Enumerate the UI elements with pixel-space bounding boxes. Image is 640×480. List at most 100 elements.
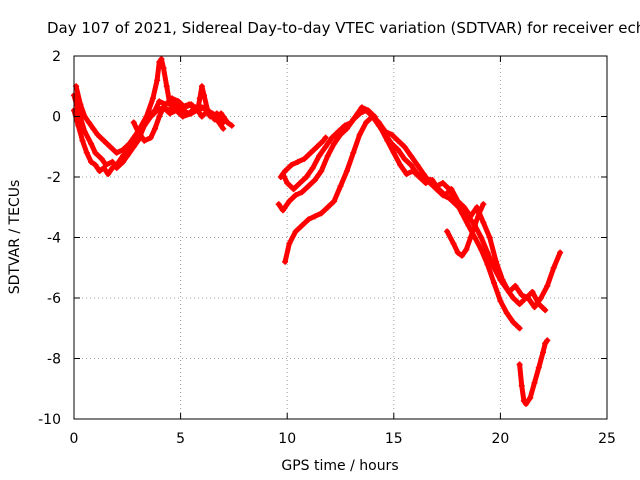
data-point: [542, 340, 549, 347]
data-point: [277, 174, 284, 180]
data-point: [356, 131, 363, 138]
data-point: [459, 207, 466, 214]
data-point: [363, 107, 370, 114]
data-point: [220, 125, 227, 132]
data-point: [414, 161, 421, 168]
data-point: [420, 170, 427, 177]
data-point: [401, 155, 408, 162]
data-point: [375, 119, 382, 126]
data-point: [141, 137, 148, 144]
x-tick-label: 15: [385, 431, 403, 447]
data-point: [113, 149, 120, 156]
data-point: [316, 152, 323, 159]
data-point: [163, 83, 170, 90]
y-tick-label: -4: [47, 231, 61, 247]
data-point: [356, 110, 363, 117]
data-point: [331, 198, 338, 205]
data-point: [522, 400, 529, 407]
data-point: [350, 116, 357, 123]
data-point: [491, 279, 498, 286]
data-point: [369, 113, 376, 120]
y-tick-label: -10: [38, 412, 61, 428]
data-point: [497, 298, 504, 305]
data-point: [557, 249, 564, 256]
data-point: [471, 222, 478, 229]
data-point: [303, 174, 310, 180]
data-point: [459, 252, 466, 259]
data-point: [109, 158, 116, 165]
data-point: [126, 146, 133, 153]
data-point: [439, 192, 446, 199]
data-point: [292, 228, 299, 235]
data-point: [397, 161, 404, 168]
data-point: [120, 152, 127, 159]
data-point: [149, 95, 156, 102]
data-point: [311, 213, 318, 220]
data-point: [395, 146, 402, 153]
data-point: [290, 186, 297, 193]
data-point: [343, 167, 350, 174]
data-point: [166, 110, 173, 117]
data-point: [156, 113, 163, 120]
x-tick-label: 5: [176, 431, 185, 447]
data-point: [81, 128, 88, 135]
data-point: [307, 149, 314, 156]
data-point: [292, 192, 299, 199]
data-point: [284, 180, 291, 187]
y-tick-label: -8: [47, 352, 61, 368]
data-point: [196, 95, 203, 102]
data-point: [484, 261, 491, 268]
data-point: [537, 295, 544, 301]
data-point: [550, 264, 557, 271]
data-point: [486, 234, 493, 241]
data-point: [130, 119, 137, 126]
data-point: [160, 104, 167, 111]
series-track-h: [277, 134, 329, 180]
data-point: [294, 158, 301, 165]
data-point: [309, 164, 316, 171]
data-point: [94, 131, 101, 138]
data-point: [75, 122, 82, 129]
data-point: [529, 288, 536, 295]
data-point: [88, 140, 95, 147]
series-track-g: [282, 113, 549, 314]
data-point: [186, 101, 193, 108]
data-point: [77, 101, 84, 108]
data-point: [518, 291, 525, 298]
data-point: [395, 137, 402, 144]
data-point: [414, 170, 421, 177]
data-point: [100, 137, 107, 144]
data-point: [540, 349, 547, 356]
data-point: [322, 143, 329, 150]
data-point: [288, 161, 295, 168]
data-point: [198, 113, 205, 120]
data-point: [152, 107, 159, 114]
data-point: [85, 119, 92, 126]
series-track-j: [516, 337, 551, 407]
data-point: [516, 325, 523, 332]
data-point: [152, 125, 159, 132]
data-point: [473, 204, 480, 211]
data-point: [177, 104, 184, 111]
y-tick-label: 0: [52, 110, 61, 126]
x-tick-label: 20: [491, 431, 509, 447]
data-point: [100, 164, 107, 171]
y-tick-label: -6: [47, 291, 61, 307]
data-point: [120, 146, 127, 153]
data-point: [324, 204, 331, 211]
data-point: [143, 113, 150, 120]
data-point: [403, 170, 410, 177]
data-point: [478, 234, 485, 241]
data-point: [476, 210, 483, 217]
data-point: [318, 167, 325, 174]
data-point: [544, 337, 551, 344]
data-point: [407, 161, 414, 168]
data-point: [156, 59, 163, 66]
data-point: [527, 394, 534, 401]
data-point: [516, 361, 523, 368]
series-line: [73, 56, 211, 156]
series-line: [282, 114, 548, 313]
data-point: [98, 155, 105, 162]
data-point: [81, 113, 88, 120]
data-point: [198, 83, 205, 90]
